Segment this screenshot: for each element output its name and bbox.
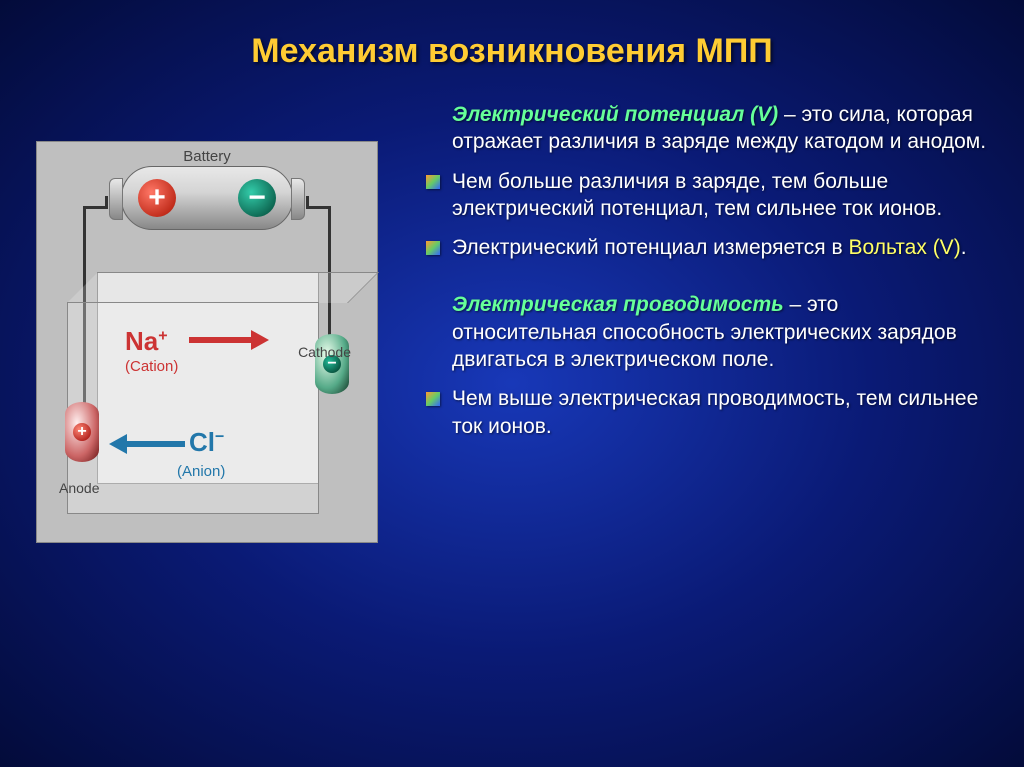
term-conductivity: Электрическая проводимость xyxy=(452,293,784,316)
bullet-icon xyxy=(426,241,440,255)
bullet-text: Электрический потенциал измеряется в Вол… xyxy=(452,234,967,261)
term-volts: Вольтах (V) xyxy=(849,236,961,259)
spacer xyxy=(426,273,988,291)
wire xyxy=(83,206,108,209)
slide: Механизм возникновения МПП Battery + − xyxy=(0,0,1024,767)
paragraph: Электрическая проводимость – это относит… xyxy=(426,291,988,373)
tank-face xyxy=(67,272,379,303)
cathode-electrode-icon: − xyxy=(315,334,349,394)
bullet-icon xyxy=(426,392,440,406)
battery-label: Battery xyxy=(183,148,231,165)
cation-symbol: Na+ xyxy=(125,326,168,357)
right-column: Электрический потенциал (V) – это сила, … xyxy=(416,101,988,543)
bullet-item: Чем больше различия в заряде, тем больше… xyxy=(426,168,988,223)
electrolyte-tank: + − Cathode Anode Na+ (Cation) Cl− (Anio… xyxy=(67,272,347,522)
anion-arrow-icon xyxy=(109,436,185,452)
battery-icon: + − xyxy=(121,166,293,230)
cation-name: (Cation) xyxy=(125,358,178,375)
cathode-label: Cathode xyxy=(298,344,351,360)
bullet-item: Электрический потенциал измеряется в Вол… xyxy=(426,234,988,261)
paragraph: Электрический потенциал (V) – это сила, … xyxy=(426,101,988,156)
bullet-text: Чем больше различия в заряде, тем больше… xyxy=(452,168,988,223)
anion-name: (Anion) xyxy=(177,463,225,480)
electrolysis-diagram: Battery + − + − Cathode xyxy=(36,141,378,543)
term-potential: Электрический потенциал (V) xyxy=(452,103,778,126)
cation-arrow-icon xyxy=(189,332,269,348)
minus-terminal-icon: − xyxy=(238,179,276,217)
content-row: Battery + − + − Cathode xyxy=(0,101,1024,543)
anion-symbol: Cl− xyxy=(189,427,224,458)
left-column: Battery + − + − Cathode xyxy=(36,101,416,543)
slide-title: Механизм возникновения МПП xyxy=(0,0,1024,71)
anode-label: Anode xyxy=(59,480,99,496)
plus-terminal-icon: + xyxy=(138,179,176,217)
anode-electrode-icon: + xyxy=(65,402,99,462)
bullet-text: Чем выше электрическая проводимость, тем… xyxy=(452,385,988,440)
bullet-item: Чем выше электрическая проводимость, тем… xyxy=(426,385,988,440)
bullet-icon xyxy=(426,175,440,189)
